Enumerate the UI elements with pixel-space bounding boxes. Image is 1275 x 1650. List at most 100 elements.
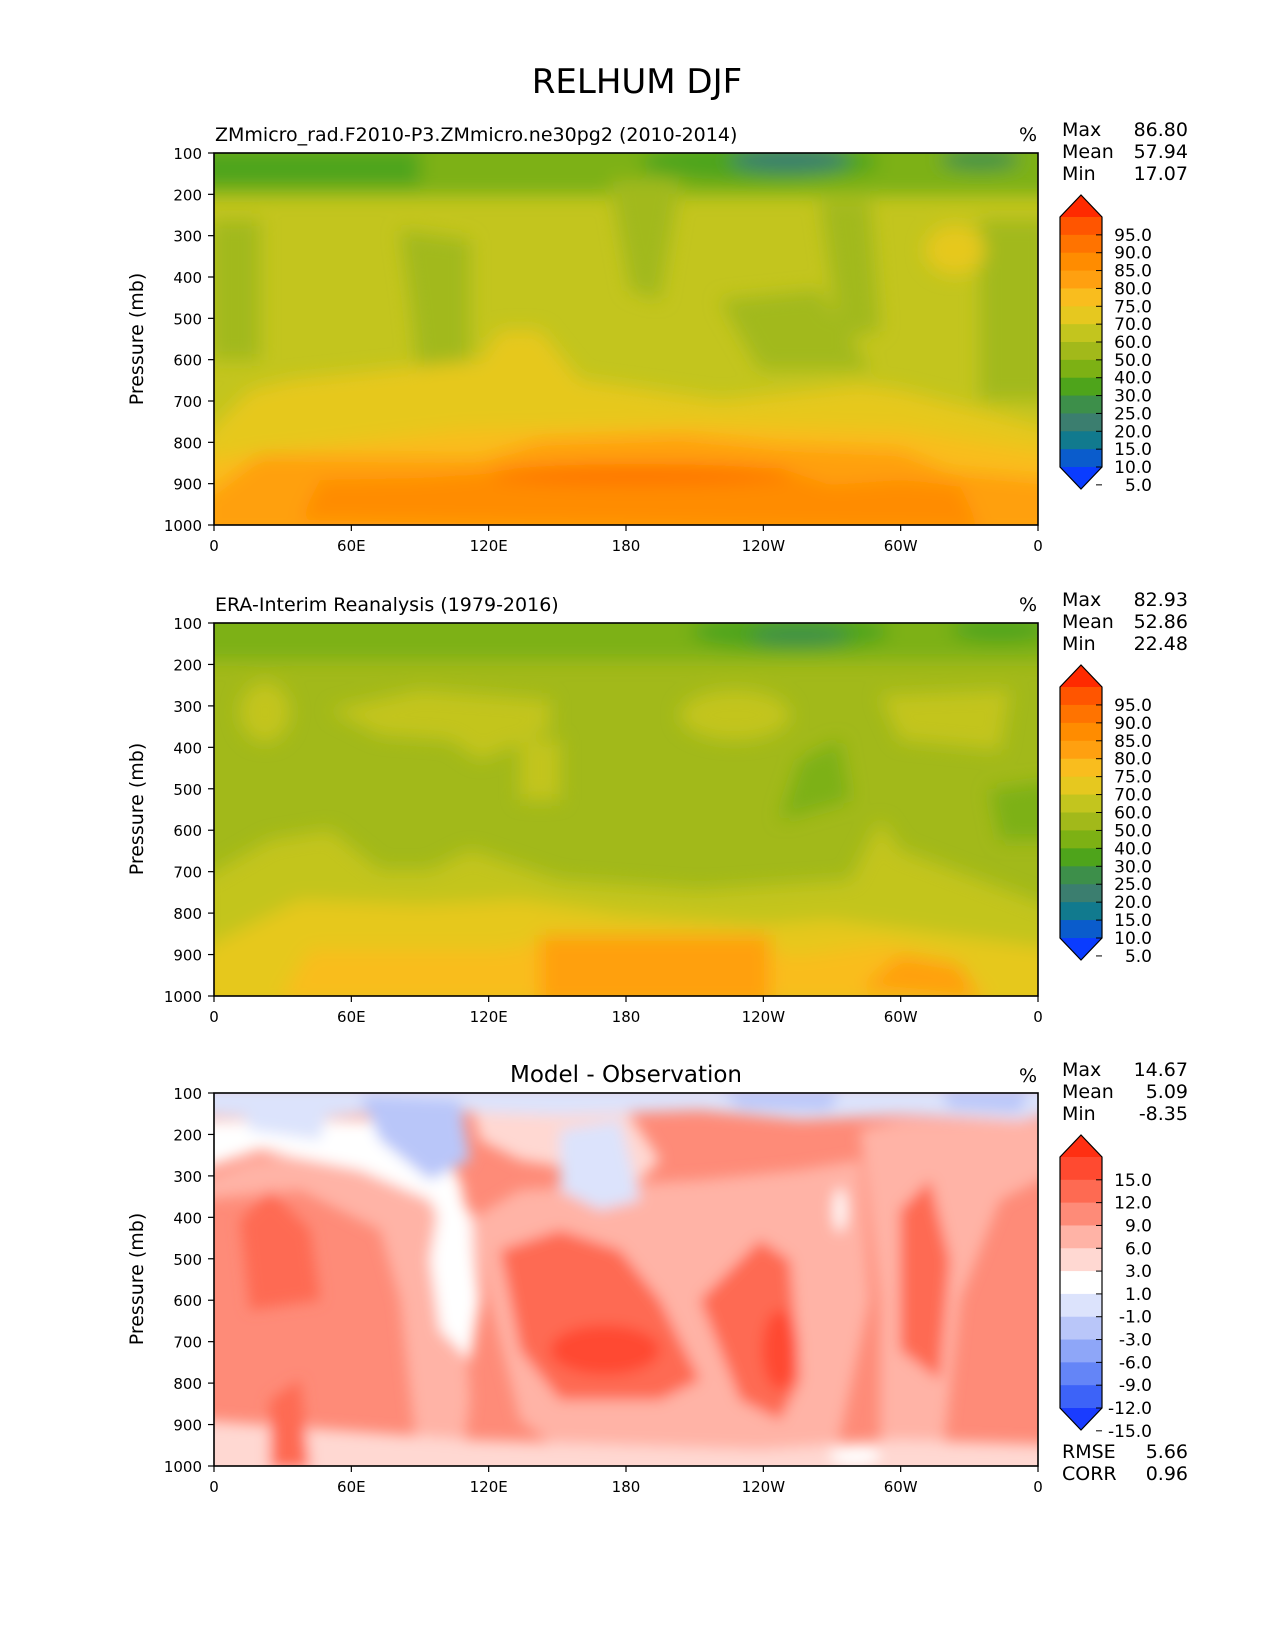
colorbar-tick-label: 80.0 (1114, 750, 1152, 770)
figure-title: RELHUM DJF (532, 62, 742, 102)
x-axis: 0 60E 120E 180 120W 60W 0 (209, 1466, 1043, 1496)
x-tick-label: 60W (884, 537, 918, 555)
colorbar-tick-label: 5.0 (1125, 476, 1152, 496)
y-tick-label: 600 (173, 822, 202, 840)
x-tick-label: 60E (337, 1008, 366, 1026)
colorbar-tick-label: 40.0 (1114, 839, 1152, 859)
stat-label: Mean (1062, 611, 1114, 633)
colorbar-tick-label: -6.0 (1119, 1353, 1152, 1373)
colorbar-swatch (1060, 252, 1102, 272)
colorbar-tick-label: 25.0 (1114, 404, 1152, 424)
colorbar-swatch (1060, 288, 1102, 307)
colorbar-tick-label: 20.0 (1114, 893, 1152, 913)
x-tick-label: 180 (612, 1008, 641, 1026)
x-tick-label: 0 (209, 1008, 219, 1026)
colorbar-swatch (1060, 704, 1102, 724)
colorbar-swatch (1060, 687, 1102, 706)
x-tick-label: 180 (612, 1478, 641, 1496)
colorbar-swatch (1060, 1316, 1102, 1341)
colorbar-tick-label: 70.0 (1114, 315, 1152, 335)
colorbar-swatch (1060, 342, 1102, 361)
colorbar-tick-label: 75.0 (1114, 768, 1152, 788)
colorbar-swatch (1060, 1248, 1102, 1272)
y-tick-label: 500 (173, 781, 202, 799)
colorbar-tick-label: 50.0 (1114, 821, 1152, 841)
colorbar-swatch (1060, 722, 1102, 742)
colorbar-swatch (1060, 1225, 1102, 1249)
y-tick-label: 100 (173, 1085, 202, 1103)
colorbar-tick-label: 5.0 (1125, 947, 1152, 967)
colorbar-swatch (1060, 1157, 1102, 1181)
x-tick-label: 120W (742, 537, 786, 555)
colorbar-swatch (1060, 395, 1102, 415)
colorbar-tick-label: 25.0 (1114, 875, 1152, 895)
colorbar: 95.090.085.080.075.070.060.050.040.030.0… (1059, 664, 1152, 967)
colorbar-swatch (1060, 324, 1102, 343)
colorbar-tick-label: 70.0 (1114, 786, 1152, 806)
extra-stats-block: RMSE 5.66 CORR 0.96 (1062, 1441, 1188, 1485)
model-field (214, 153, 1038, 525)
panel-observation: ERA-Interim Reanalysis (1979-2016) % Pre… (126, 589, 1188, 1026)
observation-field (214, 623, 1038, 996)
y-tick-label: 1000 (164, 988, 202, 1006)
colorbar-tick-label: -1.0 (1119, 1308, 1152, 1328)
stat-value: 86.80 (1134, 119, 1188, 141)
y-tick-label: 700 (173, 1334, 202, 1352)
x-tick-label: 0 (1033, 1008, 1043, 1026)
stat-label: Min (1062, 1103, 1096, 1125)
y-axis: 100 200 300 400 500 600 700 800 900 1000 (164, 145, 214, 535)
panel-model: ZMmicro_rad.F2010-P3.ZMmicro.ne30pg2 (20… (126, 119, 1188, 555)
colorbar-extend-max (1060, 1135, 1102, 1157)
y-tick-label: 900 (173, 476, 202, 494)
stat-value: 17.07 (1134, 163, 1188, 185)
colorbar-tick-label: 20.0 (1114, 422, 1152, 442)
colorbar-swatch (1060, 306, 1102, 325)
x-tick-label: 120E (470, 1008, 508, 1026)
colorbar-tick-label: -9.0 (1119, 1376, 1152, 1396)
y-tick-label: 700 (173, 864, 202, 882)
stat-label: Max (1062, 1059, 1101, 1081)
x-tick-label: 180 (612, 537, 641, 555)
colorbar-swatch (1060, 830, 1102, 849)
colorbar-tick-label: 40.0 (1114, 369, 1152, 389)
x-tick-label: 120E (470, 1478, 508, 1496)
x-tick-label: 0 (1033, 537, 1043, 555)
y-tick-label: 400 (173, 269, 202, 287)
colorbar-tick-label: 60.0 (1114, 333, 1152, 353)
stat-value: -8.35 (1139, 1103, 1188, 1125)
stat-label: Max (1062, 589, 1101, 611)
colorbar-swatch (1060, 217, 1102, 236)
colorbar-extend-min (1060, 1408, 1102, 1430)
colorbar-swatch (1060, 758, 1102, 778)
y-tick-label: 1000 (164, 517, 202, 535)
colorbar-tick-label: 30.0 (1114, 857, 1152, 877)
colorbar-tick-label: 85.0 (1114, 732, 1152, 752)
y-axis-label: Pressure (mb) (126, 743, 148, 876)
colorbar-tick-label: 1.0 (1125, 1285, 1152, 1305)
y-tick-label: 400 (173, 739, 202, 757)
y-tick-label: 300 (173, 1168, 202, 1186)
x-tick-label: 120E (470, 537, 508, 555)
colorbar-tick-label: 6.0 (1125, 1239, 1152, 1259)
stat-label: Min (1062, 633, 1096, 655)
x-tick-label: 0 (209, 537, 219, 555)
y-tick-label: 900 (173, 947, 202, 965)
x-tick-label: 120W (742, 1008, 786, 1026)
x-tick-label: 0 (1033, 1478, 1043, 1496)
y-tick-label: 300 (173, 228, 202, 246)
y-tick-label: 100 (173, 145, 202, 163)
stat-value: 22.48 (1134, 633, 1188, 655)
y-tick-label: 700 (173, 393, 202, 411)
colorbar-swatch (1060, 794, 1102, 814)
colorbar-swatch (1060, 884, 1102, 903)
x-tick-label: 120W (742, 1478, 786, 1496)
x-tick-label: 60W (884, 1478, 918, 1496)
y-tick-label: 600 (173, 1292, 202, 1310)
colorbar-tick-label: 9.0 (1125, 1216, 1152, 1236)
colorbar-tick-label: 3.0 (1125, 1262, 1152, 1282)
y-tick-label: 800 (173, 905, 202, 923)
y-axis: 100 200 300 400 500 600 700 800 900 1000 (164, 615, 214, 1006)
stat-value: 5.66 (1146, 1441, 1188, 1463)
colorbar-tick-label: 60.0 (1114, 804, 1152, 824)
